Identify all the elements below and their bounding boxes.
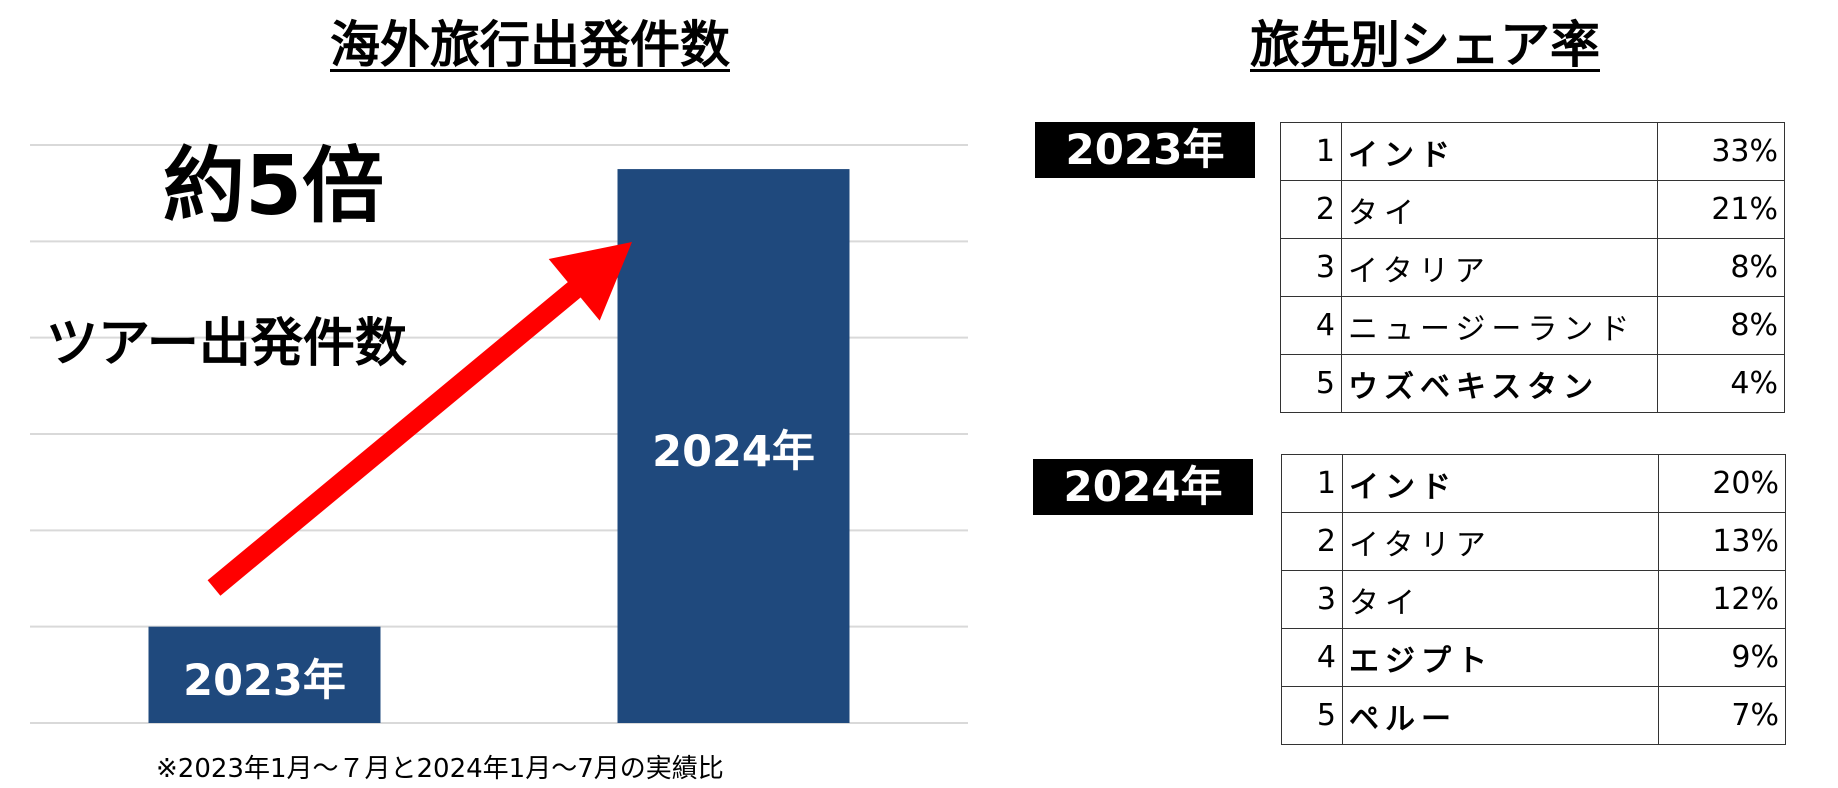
share-title: 旅先別シェア率	[1250, 16, 1600, 74]
share-cell: 13%	[1658, 512, 1786, 571]
share-table-2023: 1 インド 33% 2 タイ 21% 3 イタリア 8% 4 ニュージーランド 8% 5 ウズベキ…	[1280, 122, 1785, 413]
table-row: 1 インド 20%	[1281, 454, 1786, 513]
rank-cell: 5	[1281, 686, 1343, 745]
share-cell: 9%	[1658, 628, 1786, 687]
destination-cell: ウズベキスタン	[1341, 354, 1658, 413]
share-cell: 12%	[1658, 570, 1786, 629]
table-row: 2 イタリア 13%	[1281, 512, 1786, 571]
share-cell: 33%	[1657, 122, 1785, 181]
rank-cell: 2	[1281, 512, 1343, 571]
table-row: 3 タイ 12%	[1281, 570, 1786, 629]
rank-cell: 4	[1281, 628, 1343, 687]
destination-cell: タイ	[1341, 180, 1658, 239]
chart-title: 海外旅行出発件数	[330, 16, 730, 74]
share-cell: 4%	[1657, 354, 1785, 413]
tour-departures-label: ツアー出発件数	[46, 314, 407, 374]
share-cell: 20%	[1658, 454, 1786, 513]
bar-label-2024: 2024年	[652, 427, 815, 478]
share-cell: 8%	[1657, 238, 1785, 297]
rank-cell: 5	[1280, 354, 1342, 413]
share-cell: 7%	[1658, 686, 1786, 745]
table-row: 4 エジプト 9%	[1281, 628, 1786, 687]
growth-arrow-icon	[207, 242, 632, 596]
destination-cell: イタリア	[1341, 238, 1658, 297]
growth-ratio-label: 約5倍	[163, 139, 385, 234]
footnote: ※2023年1月～７月と2024年1月～7月の実績比	[156, 754, 724, 784]
destination-cell: ペルー	[1342, 686, 1659, 745]
rank-cell: 3	[1281, 570, 1343, 629]
share-table-2024: 1 インド 20% 2 イタリア 13% 3 タイ 12% 4 エジプト 9% 5 ペルー 7%	[1281, 454, 1786, 745]
growth-arrow-shape	[207, 242, 632, 596]
destination-cell: インド	[1341, 122, 1658, 181]
table-row: 1 インド 33%	[1280, 122, 1785, 181]
table-row: 3 イタリア 8%	[1280, 238, 1785, 297]
rank-cell: 1	[1281, 454, 1343, 513]
table-row: 4 ニュージーランド 8%	[1280, 296, 1785, 355]
table-row: 5 ペルー 7%	[1281, 686, 1786, 745]
destination-cell: ニュージーランド	[1341, 296, 1658, 355]
year-tag-2024: 2024年	[1033, 459, 1253, 515]
share-cell: 8%	[1657, 296, 1785, 355]
destination-cell: インド	[1342, 454, 1659, 513]
destination-cell: イタリア	[1342, 512, 1659, 571]
table-row: 5 ウズベキスタン 4%	[1280, 354, 1785, 413]
table-row: 2 タイ 21%	[1280, 180, 1785, 239]
bar-2023年	[148, 626, 381, 723]
rank-cell: 1	[1280, 122, 1342, 181]
year-tag-2023: 2023年	[1035, 122, 1255, 178]
destination-cell: タイ	[1342, 570, 1659, 629]
rank-cell: 4	[1280, 296, 1342, 355]
chart-bars	[148, 169, 850, 724]
rank-cell: 2	[1280, 180, 1342, 239]
bar-label-2023: 2023年	[183, 655, 346, 706]
departures-bar-chart	[30, 144, 968, 724]
rank-cell: 3	[1280, 238, 1342, 297]
share-cell: 21%	[1657, 180, 1785, 239]
destination-cell: エジプト	[1342, 628, 1659, 687]
bar-2024年	[617, 169, 850, 724]
